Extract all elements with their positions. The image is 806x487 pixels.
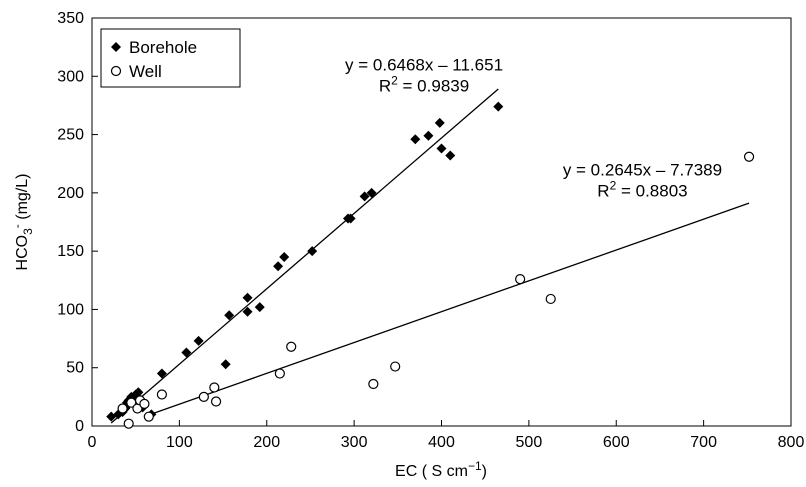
r-squared-label: R2 = 0.9839 — [379, 73, 469, 95]
x-axis-title: EC ( S cm−1) — [395, 459, 487, 480]
borehole-point — [436, 143, 447, 154]
x-axis: 0 100 200 300 400 500 600 700 800 — [88, 420, 805, 451]
r-squared-label: R2 = 0.8803 — [597, 178, 687, 200]
well-point — [368, 378, 379, 390]
borehole-point — [410, 134, 421, 145]
y-tick-label: 350 — [57, 10, 84, 27]
legend-marker-well — [110, 65, 122, 77]
well-fit-line — [144, 202, 750, 418]
y-tick-label: 100 — [57, 301, 84, 318]
x-tick-label: 0 — [88, 434, 97, 451]
x-tick-label: 200 — [253, 434, 280, 451]
x-tick-label: 100 — [166, 434, 193, 451]
borehole-point — [156, 368, 167, 379]
y-tick-label: 150 — [57, 243, 84, 260]
y-tick-label: 200 — [57, 185, 84, 202]
y-axis-title: HCO3- (mg/L) — [10, 174, 35, 271]
well-point — [198, 391, 209, 402]
x-tick-label: 500 — [516, 434, 543, 451]
x-tick-label: 400 — [428, 434, 455, 451]
borehole-point — [423, 130, 434, 141]
well-point — [143, 411, 154, 422]
borehole-point — [273, 261, 284, 272]
borehole-point — [242, 306, 253, 317]
legend-marker-borehole — [111, 42, 121, 52]
well-point — [390, 361, 401, 372]
x-tick-label: 800 — [778, 434, 805, 451]
borehole-point — [279, 251, 290, 262]
x-tick-label: 700 — [690, 434, 717, 451]
borehole-point — [254, 302, 265, 313]
borehole-point — [434, 117, 445, 128]
y-tick-label: 0 — [75, 418, 84, 435]
y-tick-label: 50 — [66, 360, 84, 377]
borehole-point — [445, 150, 456, 161]
borehole-point — [359, 191, 370, 202]
y-tick-label: 250 — [57, 127, 84, 144]
borehole-point — [366, 187, 377, 198]
borehole-fit-line — [110, 88, 499, 424]
well-point — [156, 389, 167, 400]
well-point — [123, 418, 134, 429]
borehole-point — [220, 359, 231, 370]
borehole-point — [242, 292, 253, 303]
well-point — [139, 398, 150, 409]
x-tick-label: 600 — [603, 434, 630, 451]
borehole-point — [345, 213, 356, 224]
well-point — [515, 274, 526, 285]
data-points — [106, 101, 755, 429]
legend-label: Borehole — [129, 38, 197, 57]
borehole-point — [493, 101, 504, 112]
legend-box — [100, 28, 241, 88]
y-axis: 0 50 100 150 200 250 300 350 — [57, 10, 98, 435]
well-point — [286, 341, 297, 352]
legend: Borehole Well — [100, 28, 241, 88]
well-point — [117, 403, 128, 414]
y-tick-label: 300 — [57, 68, 84, 85]
equation-label: y = 0.2645x – 7.7389 — [563, 160, 722, 179]
borehole-point — [133, 387, 144, 398]
borehole-point — [181, 347, 192, 358]
well-point — [545, 293, 556, 305]
borehole-point — [193, 335, 204, 346]
trend-lines — [110, 88, 750, 424]
equation-label: y = 0.6468x – 11.651 — [345, 55, 503, 74]
well-point — [209, 382, 220, 393]
x-tick-label: 300 — [341, 434, 368, 451]
well-point — [274, 368, 285, 379]
legend-label: Well — [129, 62, 162, 81]
borehole-point — [224, 310, 235, 321]
borehole-point — [307, 246, 318, 257]
well-point — [743, 151, 755, 162]
well-point — [210, 396, 222, 407]
